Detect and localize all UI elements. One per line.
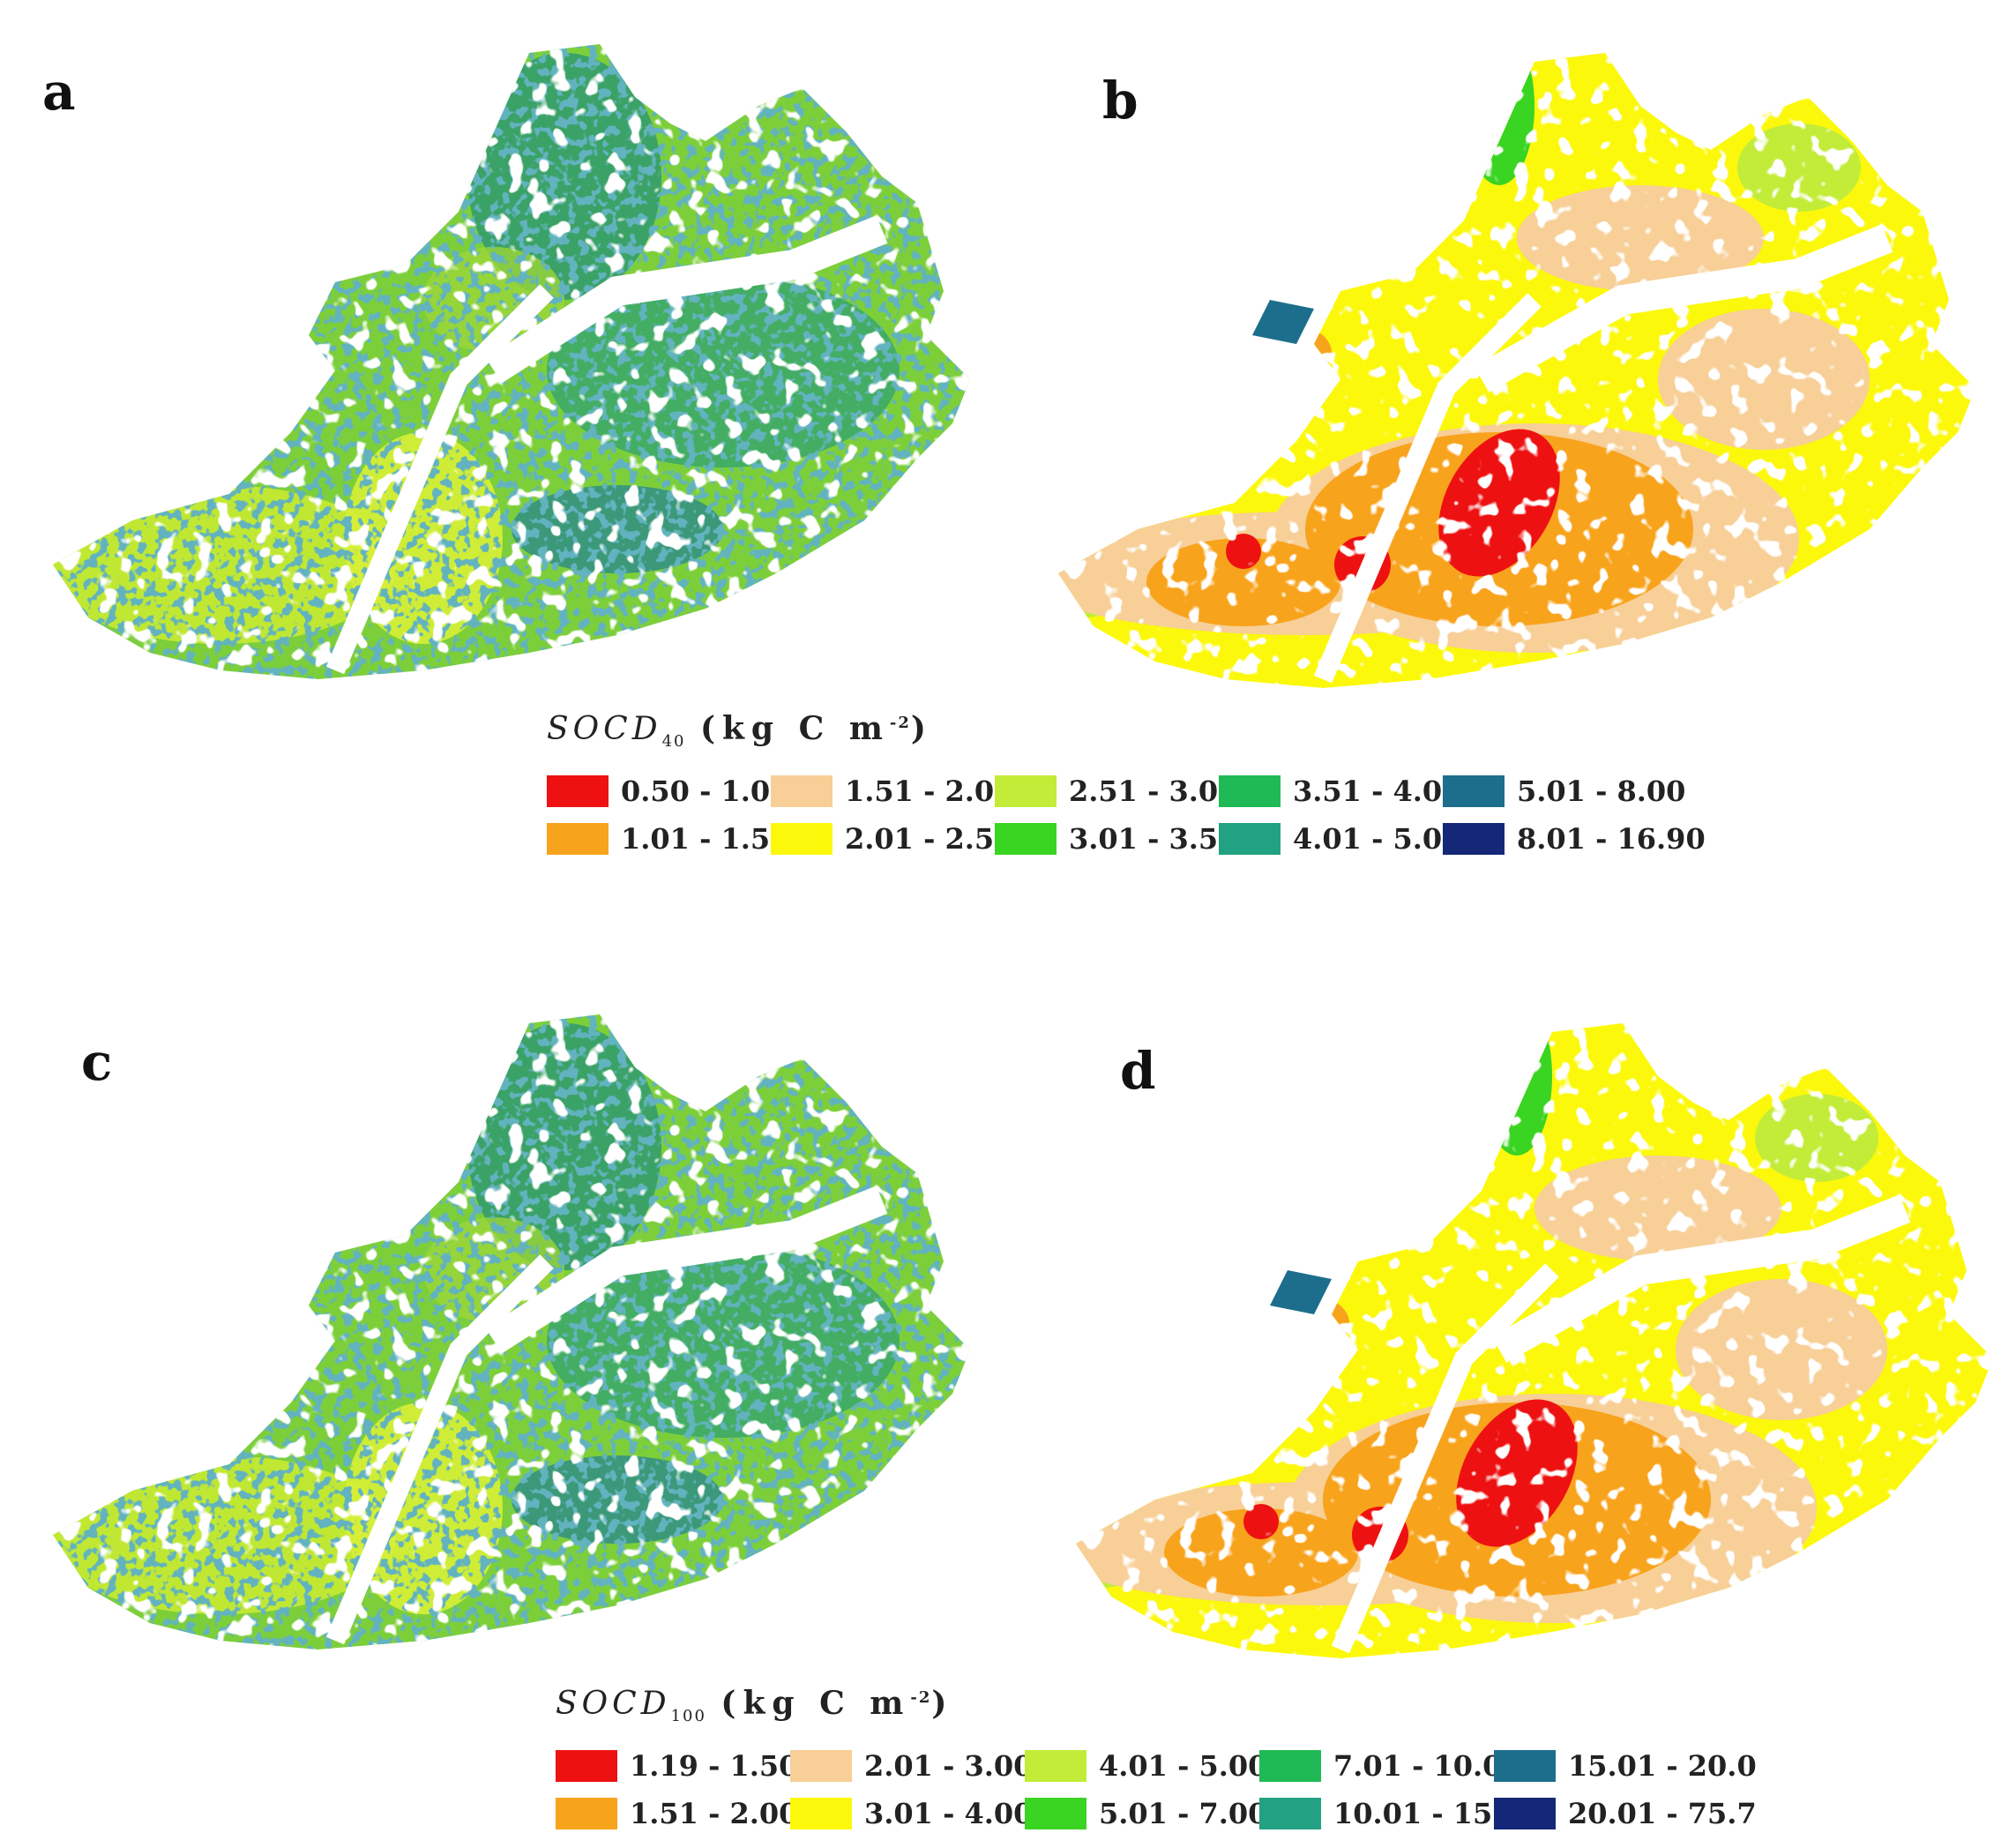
legend-label: 8.01 - 16.90 — [1517, 822, 1706, 856]
legend-swatch — [790, 1750, 852, 1782]
legend-swatch — [547, 823, 609, 855]
legend-item: 2.01 - 2.50 — [771, 815, 1013, 863]
legend-item: 3.01 - 3.50 — [995, 815, 1237, 863]
legend-title-socd100: SOCD100 (kg C m-2) — [556, 1685, 954, 1726]
panel-label-d: d — [1120, 1041, 1156, 1101]
legend-swatch — [771, 823, 833, 855]
legend-item: 20.01 - 75.7 — [1494, 1790, 1757, 1837]
legend-swatch — [1443, 775, 1505, 807]
legend-item: 10.01 - 15.0 — [1259, 1790, 1522, 1837]
map-panel-d — [1076, 1023, 1993, 1658]
legend-label: 20.01 - 75.7 — [1568, 1797, 1757, 1830]
legend-socd100: 1.19 - 1.50 1.51 - 2.00 2.01 - 3.00 3.01 - … — [556, 1742, 1757, 1837]
legend-swatch — [771, 775, 833, 807]
panel-label-a: a — [42, 62, 76, 122]
legend-label: 3.51 - 4.00 — [1293, 774, 1462, 808]
legend-item: 2.01 - 3.00 — [790, 1742, 1033, 1790]
legend-swatch — [556, 1750, 617, 1782]
legend-swatch — [1259, 1798, 1321, 1829]
legend-swatch — [1259, 1750, 1321, 1782]
legend-item: 1.51 - 2.00 — [771, 767, 1013, 815]
map-panel-a — [53, 44, 970, 679]
legend-label: 1.51 - 2.00 — [630, 1797, 799, 1830]
legend-swatch — [1025, 1798, 1086, 1829]
legend-item: 2.51 - 3.00 — [995, 767, 1237, 815]
legend-item: 1.01 - 1.50 — [547, 815, 789, 863]
legend-item: 4.01 - 5.00 — [1025, 1742, 1267, 1790]
legend-label: 7.01 - 10.0 — [1333, 1749, 1503, 1783]
legend-label: 1.01 - 1.50 — [621, 822, 790, 856]
map-panel-c — [53, 1014, 970, 1650]
panel-label-c: c — [81, 1032, 113, 1092]
legend-label: 5.01 - 8.00 — [1517, 774, 1686, 808]
legend-item: 5.01 - 7.00 — [1025, 1790, 1267, 1837]
legend-label: 2.51 - 3.00 — [1069, 774, 1238, 808]
legend-swatch — [547, 775, 609, 807]
legend-swatch — [1494, 1798, 1556, 1829]
legend-item: 5.01 - 8.00 — [1443, 767, 1685, 815]
legend-swatch — [790, 1798, 852, 1829]
legend-item: 0.50 - 1.00 — [547, 767, 789, 815]
legend-label: 2.01 - 2.50 — [845, 822, 1014, 856]
panel-label-b: b — [1102, 71, 1139, 131]
legend-item: 8.01 - 16.90 — [1443, 815, 1706, 863]
legend-item: 15.01 - 20.0 — [1494, 1742, 1757, 1790]
legend-label: 5.01 - 7.00 — [1099, 1797, 1268, 1830]
legend-label: 2.01 - 3.00 — [864, 1749, 1034, 1783]
legend-item: 4.01 - 5.00 — [1219, 815, 1461, 863]
legend-label: 3.01 - 4.00 — [864, 1797, 1034, 1830]
legend-swatch — [556, 1798, 617, 1829]
legend-item: 3.01 - 4.00 — [790, 1790, 1033, 1837]
legend-item: 7.01 - 10.0 — [1259, 1742, 1502, 1790]
legend-label: 10.01 - 15.0 — [1333, 1797, 1522, 1830]
legend-socd40: 0.50 - 1.00 1.01 - 1.50 1.51 - 2.00 2.01 - … — [547, 767, 1706, 863]
legend-swatch — [995, 775, 1057, 807]
legend-swatch — [1025, 1750, 1086, 1782]
legend-swatch — [1219, 823, 1281, 855]
legend-swatch — [1494, 1750, 1556, 1782]
legend-label: 4.01 - 5.00 — [1099, 1749, 1268, 1783]
legend-swatch — [1443, 823, 1505, 855]
map-panel-b — [1058, 53, 1975, 688]
legend-swatch — [1219, 775, 1281, 807]
legend-label: 15.01 - 20.0 — [1568, 1749, 1757, 1783]
legend-label: 0.50 - 1.00 — [621, 774, 790, 808]
legend-title-socd40: SOCD40 (kg C m-2) — [547, 710, 933, 752]
legend-item: 1.51 - 2.00 — [556, 1790, 798, 1837]
legend-item: 3.51 - 4.00 — [1219, 767, 1461, 815]
legend-label: 3.01 - 3.50 — [1069, 822, 1238, 856]
legend-item: 1.19 - 1.50 — [556, 1742, 798, 1790]
legend-swatch — [995, 823, 1057, 855]
legend-label: 4.01 - 5.00 — [1293, 822, 1462, 856]
legend-label: 1.51 - 2.00 — [845, 774, 1014, 808]
legend-label: 1.19 - 1.50 — [630, 1749, 799, 1783]
